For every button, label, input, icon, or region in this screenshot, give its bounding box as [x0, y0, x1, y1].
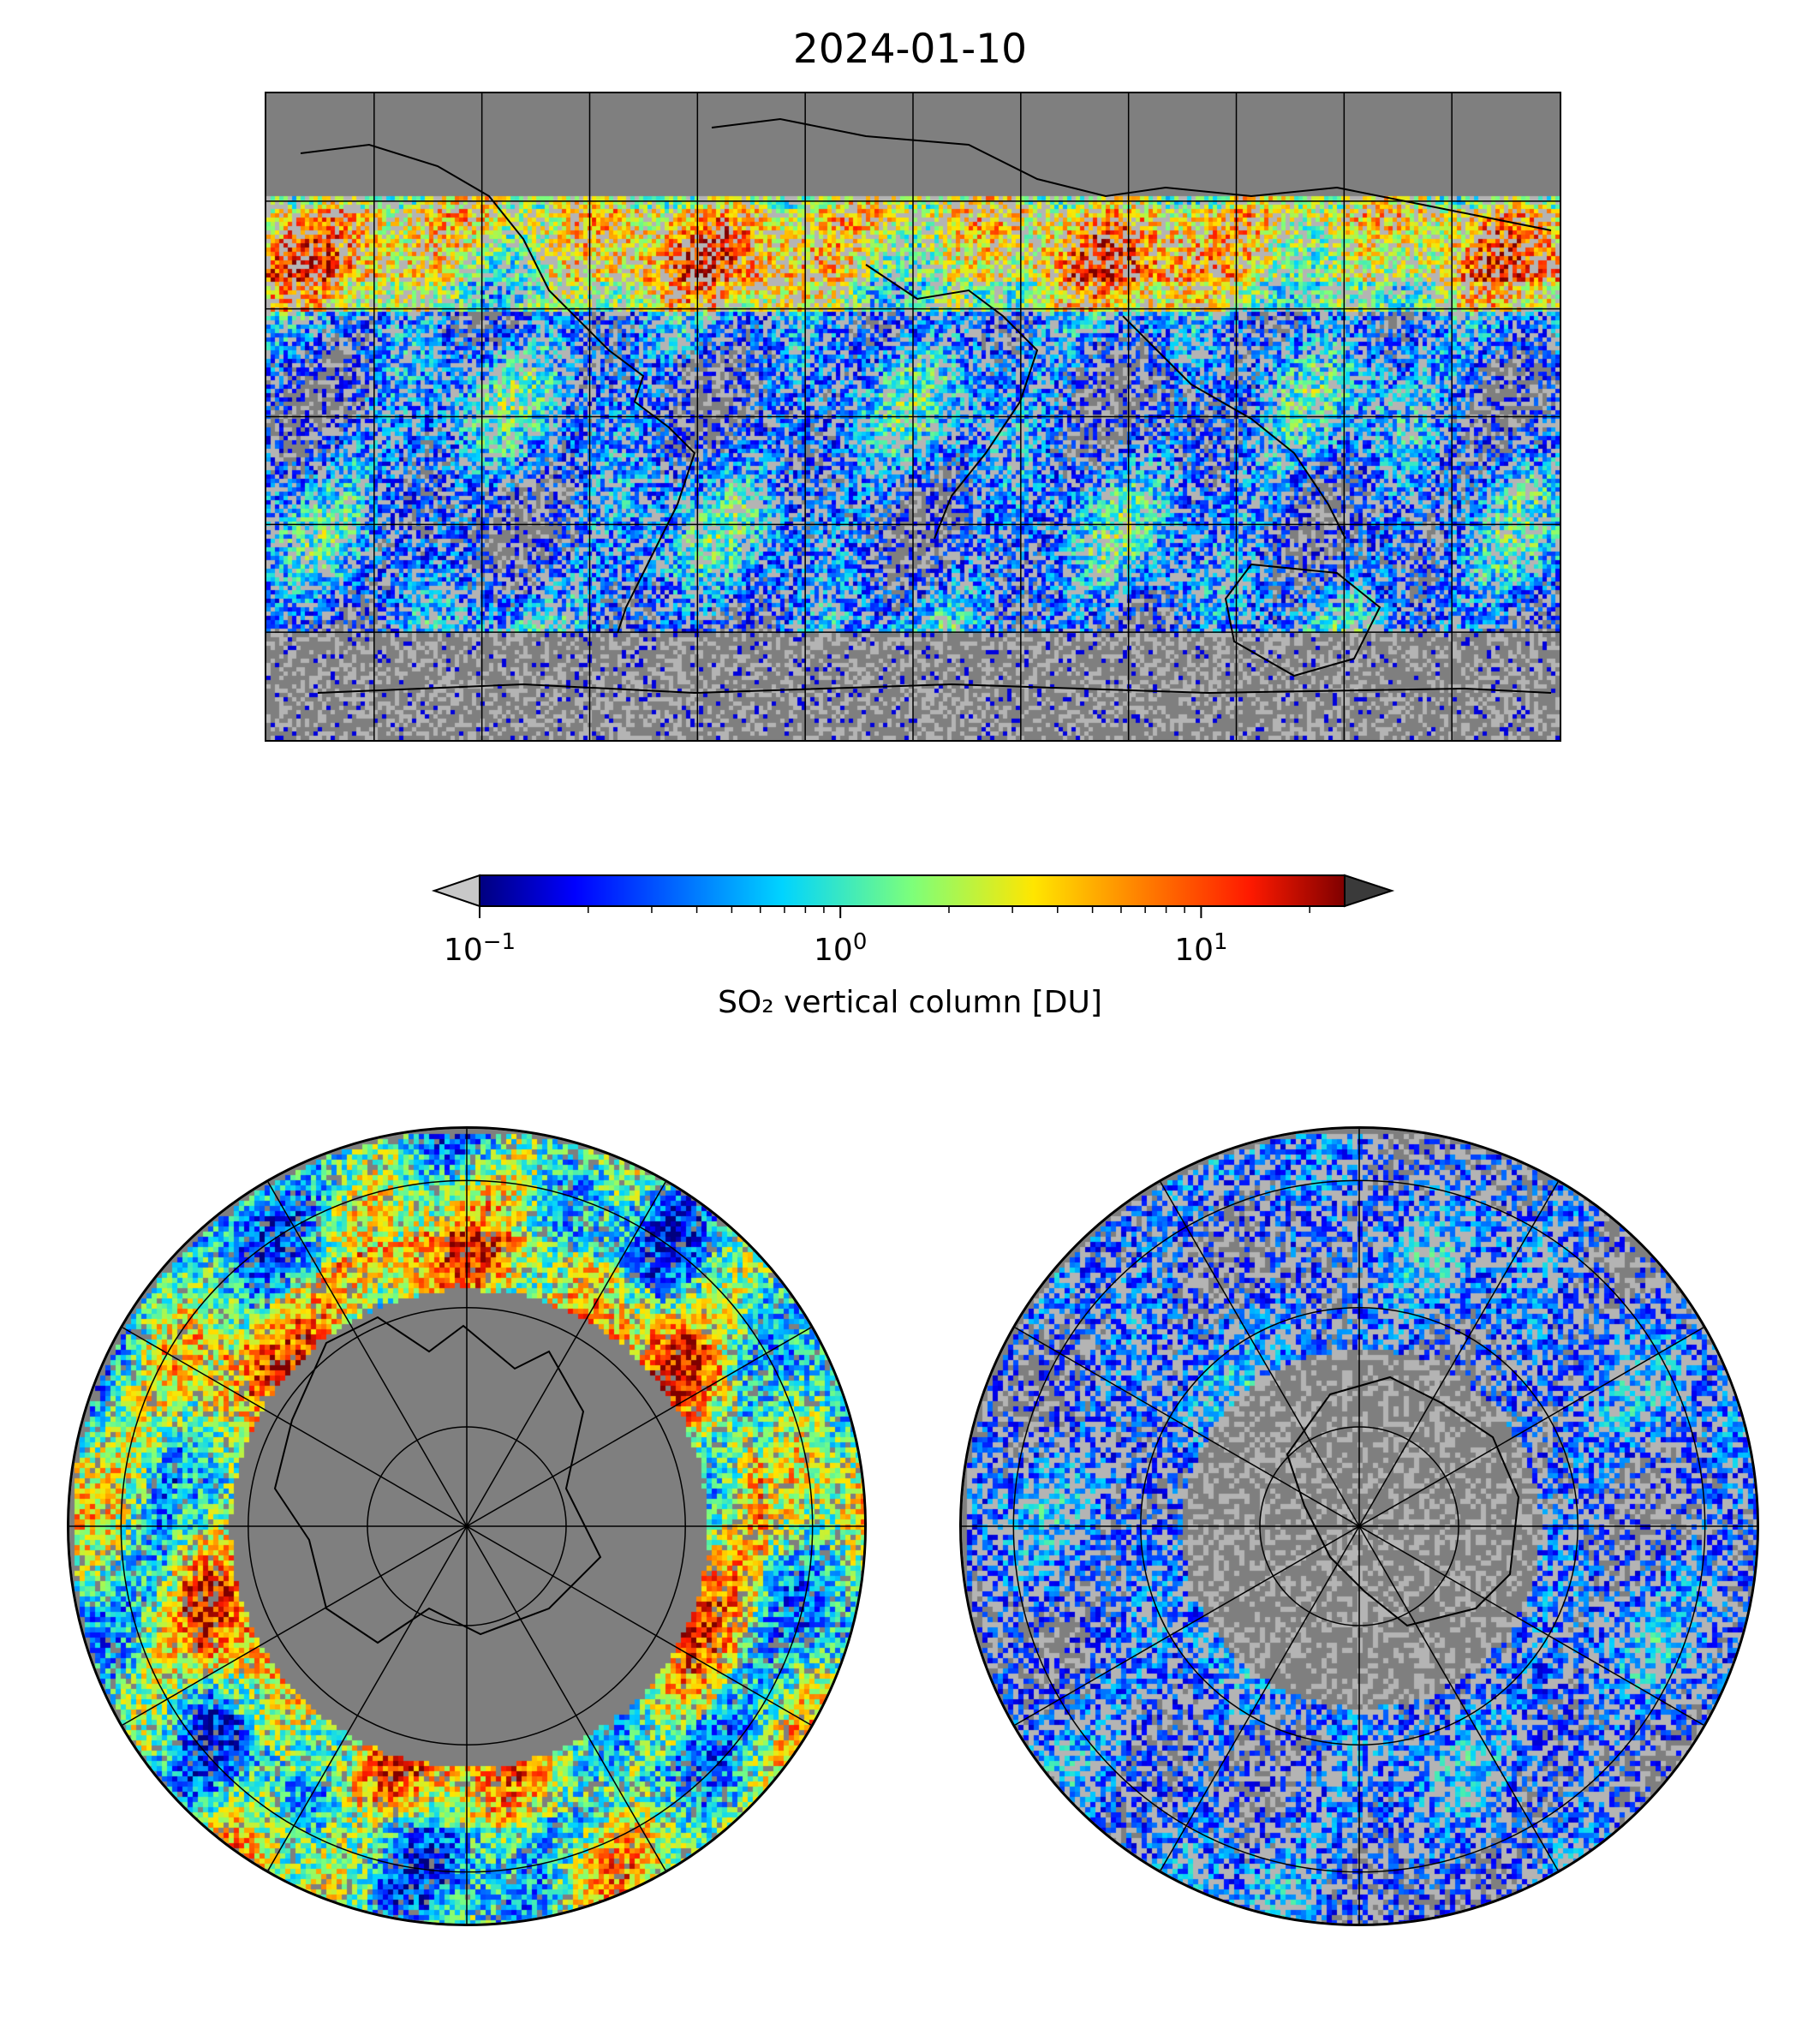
- north-polar-map: [67, 1126, 867, 1926]
- colorbar-tick-label: 100: [814, 929, 868, 968]
- colorbar: [431, 874, 1395, 918]
- coastline: [1224, 563, 1381, 677]
- colorbar-label: SO₂ vertical column [DU]: [718, 985, 1102, 1020]
- colorbar-over-extension: [1344, 874, 1395, 908]
- north-polar-gridlines: [69, 1129, 864, 1924]
- colorbar-gradient: [479, 874, 1346, 907]
- meridian-line: [267, 1181, 666, 1871]
- global-map: [265, 92, 1561, 742]
- coastline: [1122, 315, 1346, 540]
- coastline: [317, 683, 1552, 695]
- colorbar-tick-label: 10−1: [443, 929, 516, 968]
- colorbar-under-extension: [431, 874, 480, 908]
- global-gridlines-coastlines: [266, 93, 1560, 740]
- meridian-line: [1160, 1181, 1559, 1871]
- colorbar-ticks: [479, 906, 1310, 918]
- figure-title: 2024-01-10: [792, 26, 1028, 73]
- colorbar-tick-label: 101: [1174, 929, 1228, 968]
- coastline: [300, 143, 696, 634]
- coastline: [1286, 1376, 1520, 1627]
- coastline: [711, 117, 1552, 231]
- south-polar-map: [959, 1126, 1759, 1926]
- south-polar-gridlines: [962, 1129, 1757, 1924]
- coastline: [273, 1316, 602, 1644]
- coastline: [865, 264, 1039, 540]
